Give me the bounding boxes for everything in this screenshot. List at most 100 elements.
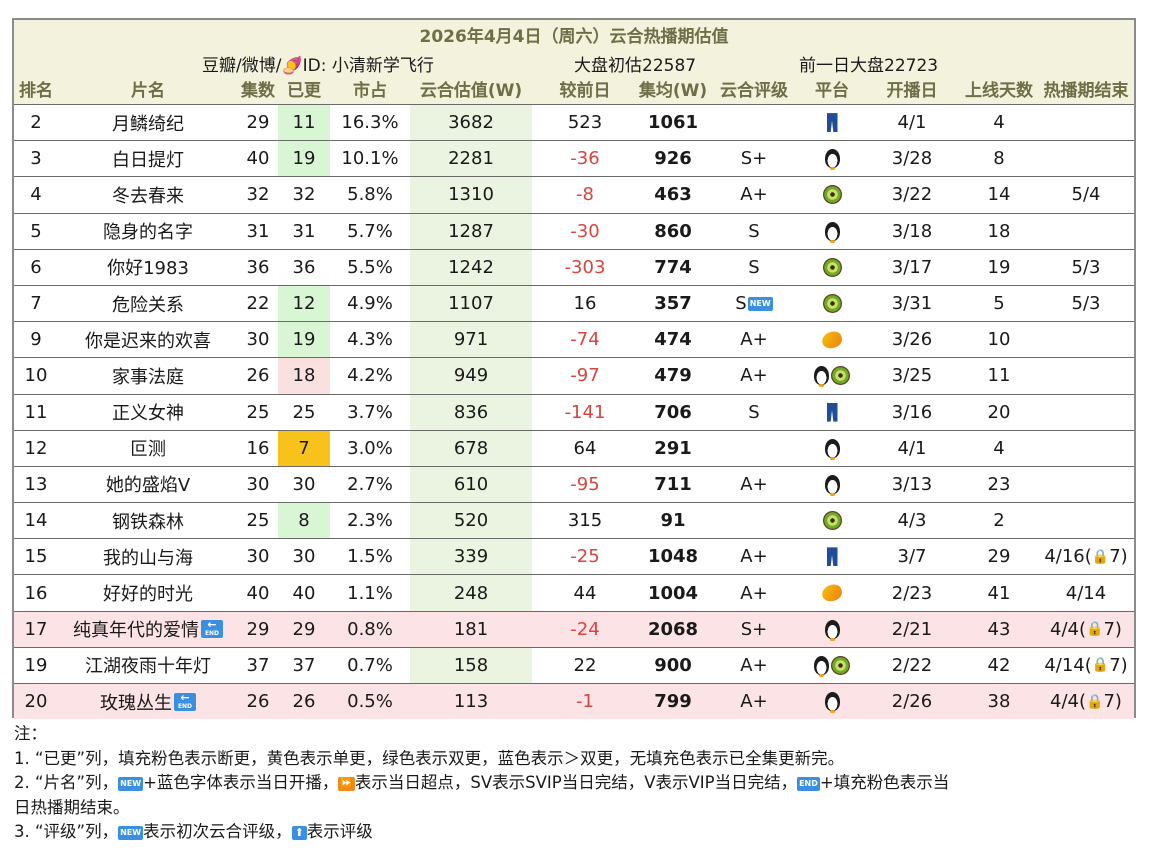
platform-icons <box>822 511 842 531</box>
platform-icons <box>826 113 838 133</box>
table-row: 15 我的山与海 30 30 1.5% 339 -25 1048 A+ 3/7 29 4/16(🔒 7) <box>14 538 1134 575</box>
cell-grade: S <box>708 214 800 249</box>
platform-icons <box>826 402 838 422</box>
cell-diff: -97 <box>570 365 600 387</box>
note-line-3a: 3. “评级”列， <box>14 822 119 841</box>
cell-grade: S NEW <box>708 286 800 321</box>
cell-platform <box>800 684 864 719</box>
cell-episodes: 22 <box>246 293 270 315</box>
note-line-2b: +蓝色字体表示当日开播， <box>143 773 339 792</box>
cell-grade: A+ <box>708 575 800 610</box>
cell-value: 678 <box>410 430 532 466</box>
cell-updated: 31 <box>292 220 316 242</box>
cell-rank: 11 <box>24 401 48 423</box>
show-title: 冬去春来 <box>112 185 184 207</box>
cell-end: 5/3 <box>1038 250 1134 285</box>
cell-grade: S+ <box>708 141 800 176</box>
cell-platform <box>800 286 864 321</box>
cell-platform <box>800 358 864 393</box>
cell-rank: 3 <box>30 148 42 170</box>
lock-icon: 🔒 <box>1086 621 1104 638</box>
cell-share: 5.7% <box>347 220 393 242</box>
platform-icons <box>824 619 840 641</box>
cell-value: 339 <box>410 539 532 575</box>
table-row: 5 隐身的名字 31 31 5.7% 1287 -30 860 S 3/18 18 <box>14 212 1134 249</box>
cell-share: 5.8% <box>347 184 393 206</box>
cell-end <box>1038 467 1134 502</box>
cell-name: 她的盛焰V <box>58 467 238 502</box>
penguin-icon <box>824 438 840 460</box>
col-diff: 较前日 <box>559 81 611 101</box>
cell-name: 好好的时光 <box>58 575 238 610</box>
cell-start: 4/1 <box>897 437 927 459</box>
new-icon: NEW <box>118 825 144 840</box>
cell-grade: S <box>708 395 800 430</box>
show-title: 你是迟来的欢喜 <box>85 330 211 352</box>
show-title: 叵测 <box>130 439 166 461</box>
platform-icons <box>824 474 840 496</box>
kiwi-icon <box>822 294 842 314</box>
cell-days: 38 <box>987 691 1011 713</box>
cell-episodes: 25 <box>246 510 270 532</box>
grade-label: A+ <box>740 582 768 604</box>
platform-icons <box>824 221 840 243</box>
cell-diff: 315 <box>567 510 603 532</box>
col-updated: 已更 <box>287 81 321 101</box>
penguin-icon <box>814 366 829 388</box>
cell-platform <box>800 141 864 176</box>
cell-avg: 860 <box>654 220 692 242</box>
cell-days: 23 <box>987 473 1011 495</box>
grade-label: A+ <box>740 654 768 676</box>
cell-share: 4.9% <box>347 293 393 315</box>
cell-avg: 463 <box>654 184 692 206</box>
cell-value: 2281 <box>410 141 532 177</box>
table-row: 13 她的盛焰V 30 30 2.7% 610 -95 711 A+ 3/13 23 <box>14 465 1134 503</box>
cell-days: 4 <box>993 112 1005 134</box>
cell-avg: 711 <box>654 473 692 495</box>
cell-value: 836 <box>410 394 532 430</box>
table-row: 17 纯真年代的爱情 END 29 29 0.8% 181 -24 2068 S+ 2/21 43 4/… <box>14 610 1134 647</box>
cell-end: 5/3 <box>1038 286 1134 321</box>
cell-end <box>1038 431 1134 466</box>
end-date: 4/4( <box>1050 691 1087 713</box>
grade-label: A+ <box>740 329 768 351</box>
mango-icon <box>820 582 844 604</box>
cell-value: 610 <box>410 466 532 503</box>
cell-rank: 4 <box>30 184 42 206</box>
cell-days: 4 <box>993 437 1005 459</box>
cell-episodes: 40 <box>246 582 270 604</box>
table-row: 9 你是迟来的欢喜 30 19 4.3% 971 -74 474 A+ 3/26 10 <box>14 321 1134 358</box>
note-line-2: 2. “片名”列， NEW +蓝色字体表示当日开播， ⏩ 表示当日超点，SV表示SVIP… <box>14 771 1139 796</box>
jeans-icon <box>826 402 838 422</box>
cell-diff: -25 <box>570 546 600 568</box>
cell-episodes: 30 <box>246 329 270 351</box>
cell-value: 520 <box>410 503 532 539</box>
grade-label: S <box>735 293 747 315</box>
cell-grade: A+ <box>708 467 800 502</box>
cell-updated: 25 <box>292 401 316 423</box>
show-title: 家事法庭 <box>112 366 184 388</box>
grade-label: S <box>748 220 760 242</box>
cell-avg: 357 <box>654 293 692 315</box>
grade-label: A+ <box>740 365 768 387</box>
cell-start: 2/26 <box>891 691 933 713</box>
cell-name: 月鳞绮纪 <box>58 105 238 140</box>
cell-updated: 32 <box>292 184 316 206</box>
cell-avg: 479 <box>654 365 692 387</box>
column-headers: 排名 片名 集数 已更 市占 云合估值(W) 较前日 集均(W) 云合评级 平台… <box>14 78 1134 104</box>
arrow-up-icon: ⬆ <box>291 825 307 840</box>
cell-avg: 1061 <box>647 112 699 134</box>
cell-value: 158 <box>410 647 532 683</box>
end-icon: END <box>797 776 820 791</box>
cell-days: 41 <box>987 582 1011 604</box>
cell-updated: 29 <box>292 618 316 640</box>
cell-episodes: 32 <box>246 184 270 206</box>
cell-start: 3/26 <box>891 329 933 351</box>
cell-episodes: 37 <box>246 654 270 676</box>
cell-updated: 11 <box>278 105 330 141</box>
cell-start: 3/22 <box>891 184 933 206</box>
col-name: 片名 <box>131 81 165 101</box>
cell-platform <box>800 250 864 285</box>
grade-label: A+ <box>740 184 768 206</box>
end-date: 4/14( <box>1044 654 1092 676</box>
